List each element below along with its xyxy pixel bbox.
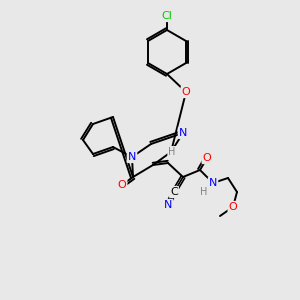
Text: O: O xyxy=(118,180,126,190)
Text: N: N xyxy=(128,152,136,162)
Text: N: N xyxy=(179,128,187,138)
Text: C: C xyxy=(170,187,178,197)
Text: O: O xyxy=(182,87,190,97)
Text: H: H xyxy=(200,187,208,197)
Text: N: N xyxy=(209,178,217,188)
Text: Cl: Cl xyxy=(162,11,172,21)
Text: H: H xyxy=(168,147,176,157)
Text: N: N xyxy=(164,200,172,210)
Text: O: O xyxy=(229,202,237,212)
Text: O: O xyxy=(202,153,211,163)
